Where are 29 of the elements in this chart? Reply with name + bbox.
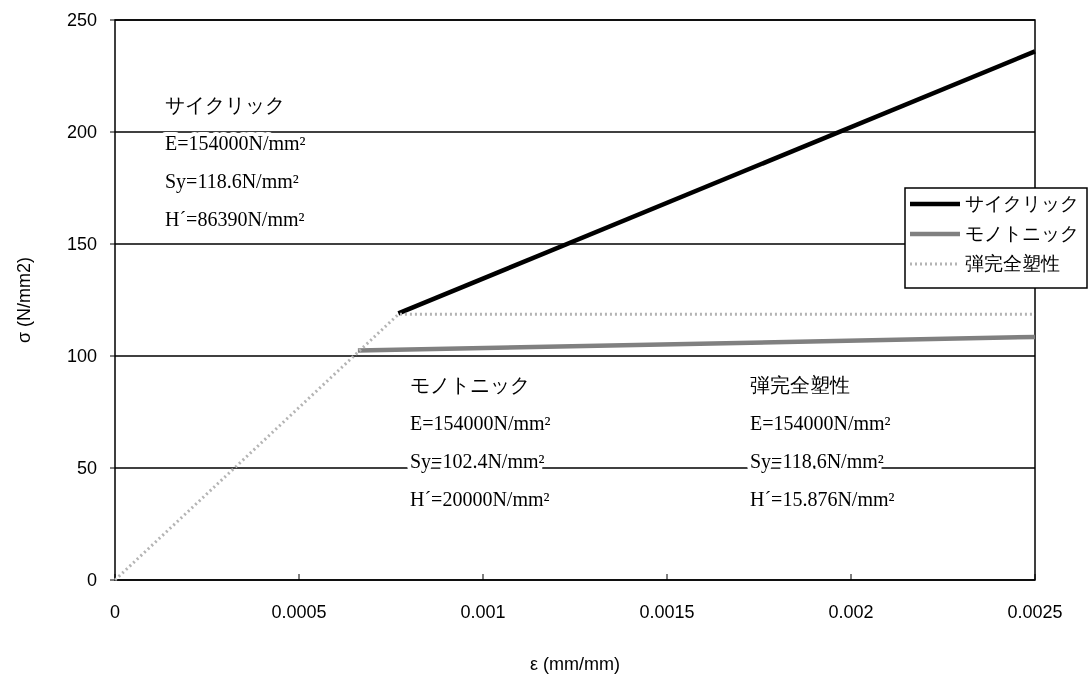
y-tick-label: 0 xyxy=(86,570,97,590)
annotation: E=154000N/mm² xyxy=(165,132,306,154)
annotation: Sy=118.6N/mm² xyxy=(165,170,299,193)
y-tick-label: 150 xyxy=(66,234,97,254)
annotation: 弾完全塑性 xyxy=(750,374,850,396)
x-tick-label: 0.001 xyxy=(460,602,506,622)
annotation: H´=20000N/mm² xyxy=(410,488,550,510)
legend-label: モノトニック xyxy=(965,223,1079,244)
annotation: モノトニック xyxy=(410,374,530,396)
y-tick-label: 100 xyxy=(66,346,97,366)
annotation: H´=15.876N/mm² xyxy=(750,488,895,510)
annotation: E=154000N/mm² xyxy=(410,412,551,434)
annotation: E=154000N/mm² xyxy=(750,412,891,434)
x-tick-label: 0.0025 xyxy=(1007,602,1063,622)
x-tick-label: 0 xyxy=(109,602,121,622)
annotation: Sy=102.4N/mm² xyxy=(410,450,545,473)
legend-label: サイクリック xyxy=(965,193,1079,214)
x-axis-title: ε (mm/mm) xyxy=(530,654,620,674)
y-axis-title: σ (N/mm2) xyxy=(14,256,34,344)
x-tick-label: 0.0005 xyxy=(271,602,327,622)
x-tick-label: 0.002 xyxy=(828,602,874,622)
annotation: H´=86390N/mm² xyxy=(165,208,305,230)
y-tick-label: 250 xyxy=(66,10,97,30)
y-tick-label: 200 xyxy=(66,122,97,142)
annotation: サイクリック xyxy=(165,94,285,116)
x-tick-label: 0.0015 xyxy=(639,602,695,622)
legend-label: 弾完全塑性 xyxy=(965,253,1060,274)
y-tick-label: 50 xyxy=(76,458,97,478)
annotation: Sy=118.6N/mm² xyxy=(750,450,884,473)
